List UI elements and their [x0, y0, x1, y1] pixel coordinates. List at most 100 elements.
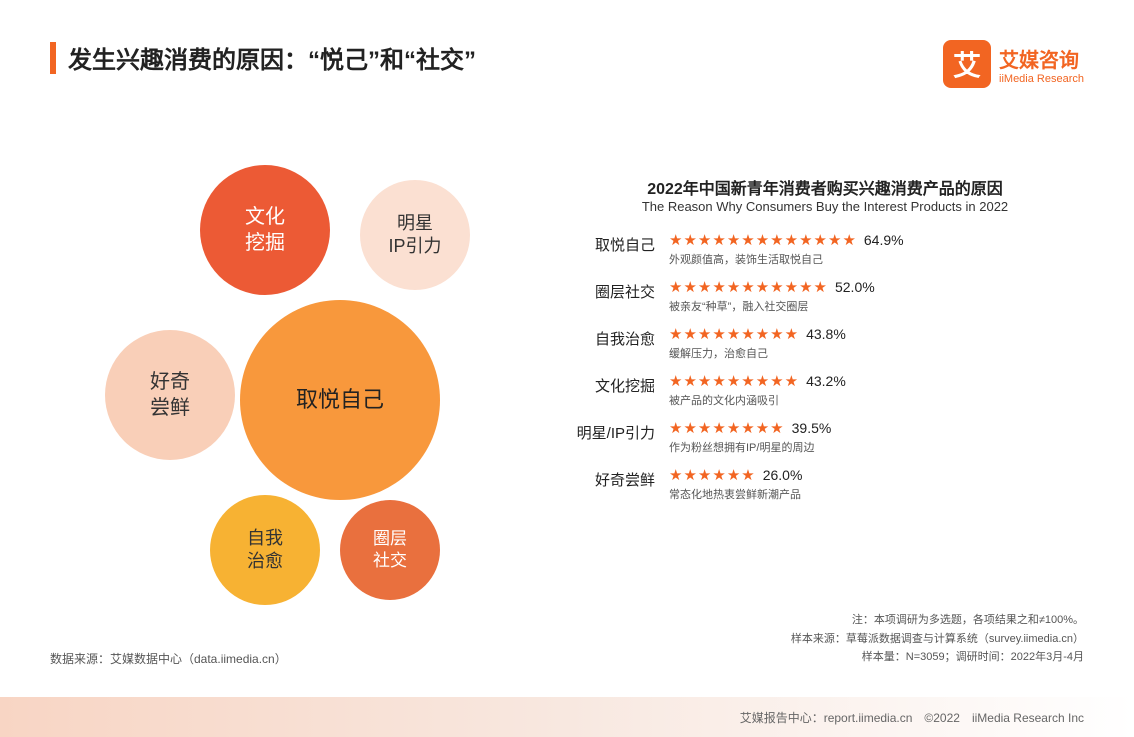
- chart-row: 圈层社交★★★★★★★★★★★52.0%被亲友“种草”，融入社交圈层: [565, 279, 1085, 314]
- star-icon: ★: [698, 468, 711, 483]
- star-icon: ★: [727, 374, 740, 389]
- row-label: 圈层社交: [565, 279, 655, 302]
- header: 发生兴趣消费的原因：“悦己”和“社交” 艾 艾媒咨询 iiMedia Resea…: [50, 40, 1084, 88]
- row-percent: 39.5%: [792, 420, 832, 436]
- bubble-item: 明星 IP引力: [360, 180, 470, 290]
- star-icon: ★: [698, 233, 711, 248]
- row-percent: 43.2%: [806, 373, 846, 389]
- footer-bar: 艾媒报告中心：report.iimedia.cn ©2022 iiMedia R…: [0, 697, 1134, 737]
- row-desc: 缓解压力，治愈自己: [669, 345, 1085, 361]
- star-icon: ★: [683, 233, 696, 248]
- star-icon: ★: [799, 233, 812, 248]
- star-icon: ★: [756, 374, 769, 389]
- row-desc: 外观颜值高，装饰生活取悦自己: [669, 251, 1085, 267]
- row-body: ★★★★★★26.0%常态化地热衷尝鲜新潮产品: [669, 467, 1085, 502]
- star-icon: ★: [669, 374, 682, 389]
- stars-line: ★★★★★★★★★43.8%: [669, 326, 1085, 342]
- star-icon: ★: [770, 421, 783, 436]
- bubble-item: 好奇 尝鲜: [105, 330, 235, 460]
- bubble-chart: 取悦自己文化 挖掘明星 IP引力好奇 尝鲜自我 治愈圈层 社交: [80, 150, 520, 590]
- star-icons: ★★★★★★★★★★★: [669, 280, 827, 295]
- star-icon: ★: [799, 280, 812, 295]
- star-icon: ★: [669, 233, 682, 248]
- star-icon: ★: [785, 327, 798, 342]
- star-icon: ★: [669, 327, 682, 342]
- row-percent: 26.0%: [763, 467, 803, 483]
- stars-line: ★★★★★★★★★★★★★64.9%: [669, 232, 1085, 248]
- star-icon: ★: [741, 327, 754, 342]
- stars-line: ★★★★★★26.0%: [669, 467, 1085, 483]
- page-title: 发生兴趣消费的原因：“悦己”和“社交”: [68, 40, 476, 75]
- star-icon: ★: [770, 374, 783, 389]
- bubble-item: 取悦自己: [240, 300, 440, 500]
- star-icon: ★: [785, 233, 798, 248]
- star-icon: ★: [669, 468, 682, 483]
- star-icon: ★: [756, 233, 769, 248]
- star-icon: ★: [727, 327, 740, 342]
- star-icon: ★: [756, 327, 769, 342]
- row-body: ★★★★★★★★★43.2%被产品的文化内涵吸引: [669, 373, 1085, 408]
- row-body: ★★★★★★★★★43.8% 缓解压力，治愈自己: [669, 326, 1085, 361]
- row-desc: 常态化地热衷尝鲜新潮产品: [669, 486, 1085, 502]
- note-line: 注：本项调研为多选题，各项结果之和≠100%。: [791, 611, 1084, 630]
- brand-logo: 艾 艾媒咨询 iiMedia Research: [943, 40, 1084, 88]
- star-icon: ★: [814, 233, 827, 248]
- chart-title-cn: 2022年中国新青年消费者购买兴趣消费产品的原因: [565, 175, 1085, 199]
- star-icon: ★: [842, 233, 855, 248]
- star-icon: ★: [698, 374, 711, 389]
- star-icon: ★: [756, 421, 769, 436]
- chart-row: 取悦自己 ★★★★★★★★★★★★★64.9% 外观颜值高，装饰生活取悦自己: [565, 232, 1085, 267]
- star-icon: ★: [814, 280, 827, 295]
- logo-text: 艾媒咨询 iiMedia Research: [999, 44, 1084, 85]
- star-icon: ★: [741, 233, 754, 248]
- star-icon: ★: [770, 280, 783, 295]
- row-desc: 作为粉丝想拥有IP/明星的周边: [669, 439, 1085, 455]
- row-body: ★★★★★★★★ 39.5% 作为粉丝想拥有IP/明星的周边: [669, 420, 1085, 455]
- star-icons: ★★★★★★★★: [669, 421, 784, 436]
- row-body: ★★★★★★★★★★★52.0%被亲友“种草”，融入社交圈层: [669, 279, 1085, 314]
- star-icon: ★: [785, 374, 798, 389]
- star-icon: ★: [698, 421, 711, 436]
- stars-line: ★★★★★★★★★43.2%: [669, 373, 1085, 389]
- star-icon: ★: [712, 327, 725, 342]
- star-icon: ★: [741, 374, 754, 389]
- star-icon: ★: [712, 233, 725, 248]
- chart-row: 明星/IP引力 ★★★★★★★★ 39.5% 作为粉丝想拥有IP/明星的周边: [565, 420, 1085, 455]
- chart-row: 好奇尝鲜★★★★★★26.0%常态化地热衷尝鲜新潮产品: [565, 467, 1085, 502]
- star-icon: ★: [727, 468, 740, 483]
- row-percent: 52.0%: [835, 279, 875, 295]
- star-icon: ★: [698, 327, 711, 342]
- footer-text: 艾媒报告中心：report.iimedia.cn ©2022 iiMedia R…: [740, 709, 1084, 726]
- row-label: 取悦自己: [565, 232, 655, 255]
- star-icon: ★: [712, 374, 725, 389]
- title-wrap: 发生兴趣消费的原因：“悦己”和“社交”: [50, 40, 476, 75]
- row-label: 明星/IP引力: [565, 420, 655, 443]
- star-icon: ★: [669, 280, 682, 295]
- logo-cn: 艾媒咨询: [999, 44, 1084, 73]
- star-icon: ★: [741, 280, 754, 295]
- chart-rows: 取悦自己 ★★★★★★★★★★★★★64.9% 外观颜值高，装饰生活取悦自己圈层社交…: [565, 232, 1085, 502]
- data-source-left: 数据来源：艾媒数据中心（data.iimedia.cn）: [50, 650, 287, 667]
- title-accent-bar: [50, 42, 56, 74]
- star-icon: ★: [683, 327, 696, 342]
- stars-line: ★★★★★★★★ 39.5%: [669, 420, 1085, 436]
- bubble-item: 圈层 社交: [340, 500, 440, 600]
- star-icon: ★: [712, 421, 725, 436]
- row-body: ★★★★★★★★★★★★★64.9% 外观颜值高，装饰生活取悦自己: [669, 232, 1085, 267]
- logo-en: iiMedia Research: [999, 73, 1084, 85]
- star-icon: ★: [712, 280, 725, 295]
- star-icon: ★: [741, 421, 754, 436]
- footnotes: 注：本项调研为多选题，各项结果之和≠100%。 样本来源：草莓派数据调查与计算系…: [791, 611, 1084, 667]
- star-icon: ★: [785, 280, 798, 295]
- star-icons: ★★★★★★★★★: [669, 327, 798, 342]
- logo-icon: 艾: [943, 40, 991, 88]
- star-icon: ★: [669, 421, 682, 436]
- star-icon: ★: [770, 327, 783, 342]
- star-icons: ★★★★★★★★★★★★★: [669, 233, 856, 248]
- star-icon: ★: [727, 233, 740, 248]
- bubble-item: 自我 治愈: [210, 495, 320, 605]
- row-label: 好奇尝鲜: [565, 467, 655, 490]
- star-icon: ★: [727, 421, 740, 436]
- star-icon: ★: [828, 233, 841, 248]
- row-label: 自我治愈: [565, 326, 655, 349]
